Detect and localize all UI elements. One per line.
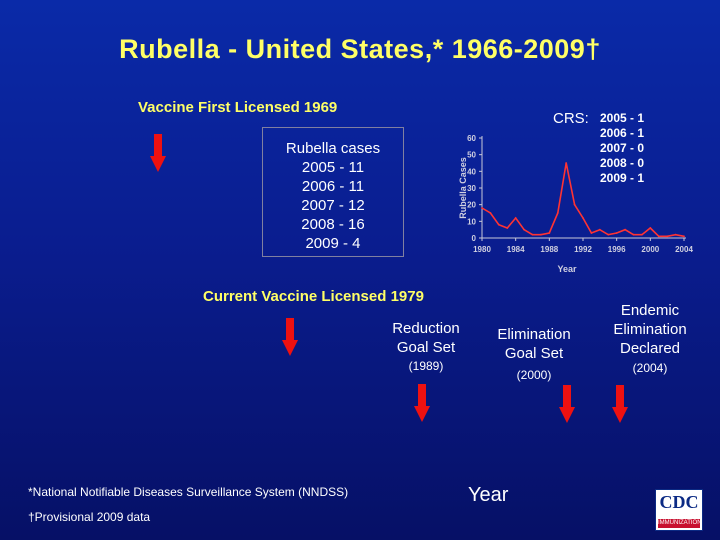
- current-vaccine-label: Current Vaccine Licensed 1979: [203, 288, 424, 305]
- year-axis-label: Year: [468, 484, 509, 506]
- data-point: [556, 212, 559, 214]
- cdc-logo: CDC IMMUNIZATION: [655, 489, 703, 531]
- cases-line: 2007 - 12: [301, 197, 365, 214]
- y-axis-label: Rubella Cases: [458, 157, 468, 219]
- data-point: [565, 162, 568, 164]
- data-point: [531, 233, 534, 236]
- vaccine-first-label: Vaccine First Licensed 1969: [138, 99, 338, 116]
- data-point: [674, 233, 677, 236]
- footnote-provisional: †Provisional 2009 data: [28, 510, 151, 524]
- cases-line: 2009 - 4: [305, 235, 361, 252]
- crs-line: 2005 - 1: [600, 111, 645, 125]
- endemic-elimination-label: Endemic Elimination Declared: [613, 302, 687, 357]
- y-tick-label: 40: [467, 167, 476, 176]
- data-point: [666, 235, 669, 238]
- arrow-current-vaccine-icon: [282, 318, 298, 358]
- y-tick-label: 20: [467, 201, 476, 210]
- data-point: [514, 217, 517, 219]
- crs-line: 2008 - 0: [600, 156, 645, 170]
- x-axis-label: Year: [557, 264, 577, 274]
- data-point: [590, 232, 593, 234]
- data-point: [657, 235, 660, 238]
- cases-line: 2006 - 11: [301, 178, 365, 195]
- data-point: [624, 228, 626, 231]
- y-tick-label: 10: [467, 217, 476, 226]
- data-point: [506, 227, 509, 229]
- y-tick-label: 50: [467, 151, 476, 160]
- x-tick-label: 1996: [608, 245, 626, 254]
- x-tick-label: 2004: [675, 245, 693, 254]
- cdc-logo-text: CDC: [659, 492, 699, 512]
- arrow-vaccine-first-icon: [150, 134, 166, 174]
- endemic-year: (2004): [632, 361, 668, 375]
- cases-heading: Rubella cases: [285, 140, 381, 157]
- data-point: [641, 233, 643, 236]
- data-point: [573, 203, 576, 206]
- data-point: [683, 235, 685, 238]
- cases-line: 2005 - 11: [301, 159, 365, 176]
- cases-line: 2008 - 16: [301, 216, 365, 233]
- x-tick-label: 1988: [540, 245, 558, 254]
- elimination-goal-label: Elimination Goal Set: [497, 326, 571, 362]
- data-point: [607, 233, 610, 236]
- data-point: [497, 223, 500, 226]
- data-point: [615, 232, 618, 234]
- arrow-endemic-icon: [612, 385, 628, 425]
- arrow-reduction-icon: [414, 384, 430, 424]
- x-tick-label: 1984: [507, 245, 525, 254]
- arrow-elimination-icon: [559, 385, 575, 425]
- rubella-line-chart: 0 10 20 30 40 50 60 1980 1984 1988 1992 1996 2000 200…: [458, 134, 693, 274]
- data-point: [481, 207, 483, 209]
- data-point: [649, 227, 652, 229]
- crs-list: 2005 - 1 2006 - 1 2007 - 0 2008 - 0 2009…: [600, 111, 644, 186]
- data-point: [582, 217, 584, 219]
- reduction-year: (1989): [408, 359, 444, 373]
- x-tick-label: 2000: [641, 245, 659, 254]
- crs-label: CRS:: [553, 110, 589, 127]
- series-line: [481, 162, 685, 238]
- data-point: [598, 228, 601, 231]
- footnote-nndss: *National Notifiable Diseases Surveillan…: [28, 485, 349, 499]
- elimination-year: (2000): [516, 368, 552, 382]
- crs-line: 2006 - 1: [600, 126, 645, 140]
- y-tick-label: 0: [472, 234, 477, 243]
- y-tick-label: 30: [467, 184, 476, 193]
- crs-line: 2007 - 0: [600, 141, 645, 155]
- y-tick-label: 60: [467, 134, 476, 143]
- data-point: [523, 228, 525, 231]
- data-point: [489, 212, 492, 214]
- page-title: Rubella - United States,* 1966-2009†: [119, 34, 601, 64]
- data-point: [632, 233, 635, 236]
- cdc-logo-sub: IMMUNIZATION: [658, 519, 702, 528]
- crs-line: 2009 - 1: [600, 171, 645, 185]
- reduction-goal-label: Reduction Goal Set: [392, 320, 460, 356]
- data-point: [548, 232, 551, 234]
- x-tick-label: 1980: [473, 245, 491, 254]
- x-tick-label: 1992: [574, 245, 592, 254]
- data-point: [540, 233, 542, 236]
- rubella-cases-box: Rubella cases 2005 - 11 2006 - 11 2007 -…: [262, 127, 404, 257]
